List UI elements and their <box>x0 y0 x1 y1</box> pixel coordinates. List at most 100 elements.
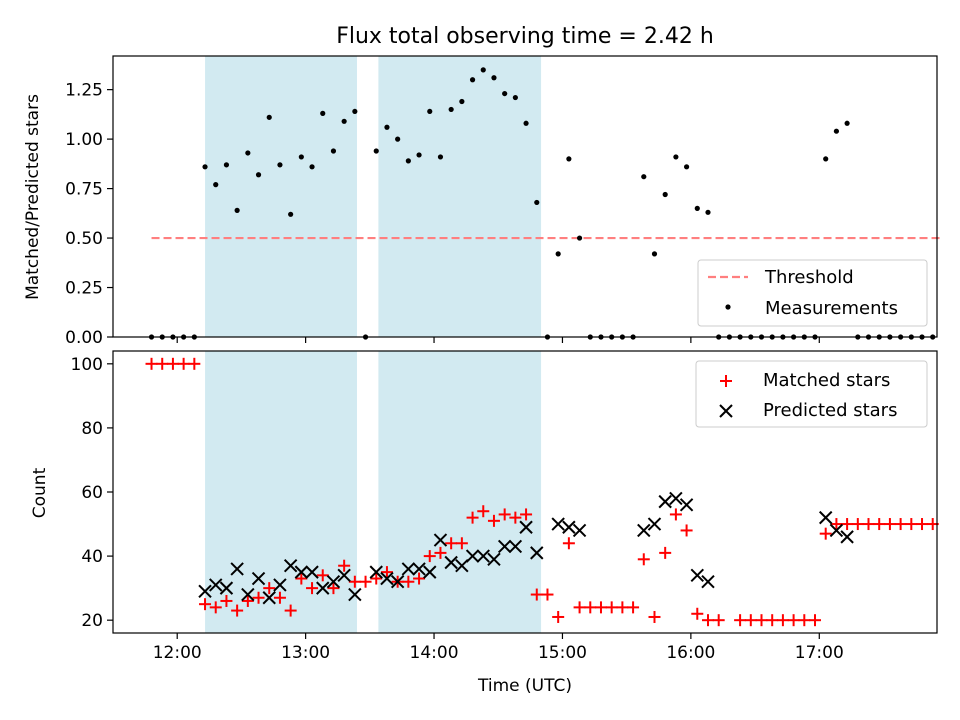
matched-star-point <box>434 546 447 559</box>
legend-matched-label: Matched stars <box>763 370 890 391</box>
matched-star-point <box>199 598 212 611</box>
bottom-y-tick-label: 40 <box>81 547 103 567</box>
matched-star-point <box>316 569 329 582</box>
top-shaded-intervals <box>205 56 542 337</box>
measurement-point <box>330 148 337 154</box>
measurement-point <box>405 158 411 164</box>
bottom-y-axis-label: Count <box>30 467 50 518</box>
legend-measurements-label: Measurements <box>765 298 898 319</box>
bottom-x-tick-label: 13:00 <box>281 643 330 663</box>
measurement-point <box>277 162 283 168</box>
legend-threshold-label: Threshold <box>764 267 854 288</box>
measurement-point <box>844 120 850 126</box>
predicted-star-point <box>476 549 490 563</box>
matched-star-point <box>594 601 607 614</box>
legend-measurements-swatch <box>725 304 731 310</box>
matched-star-point <box>520 508 533 521</box>
measurement-point <box>502 90 508 97</box>
measurement-point <box>266 114 272 120</box>
measurement-point <box>694 205 700 211</box>
measurement-point <box>202 164 208 170</box>
matched-star-point <box>862 518 875 531</box>
matched-star-point <box>220 594 233 607</box>
predicted-star-point <box>337 568 351 583</box>
matched-star-point <box>466 511 479 524</box>
top-y-tick-label: 0.75 <box>65 180 103 200</box>
matched-star-point <box>487 514 500 527</box>
matched-star-point <box>873 518 886 531</box>
matched-star-point <box>798 614 811 627</box>
matched-star-point <box>241 594 254 607</box>
measurement-point <box>480 67 486 73</box>
matched-star-point <box>156 357 169 370</box>
predicted-star-point <box>412 562 426 576</box>
top-frame <box>112 55 938 338</box>
matched-star-point <box>209 601 222 614</box>
top-panel: 0.00 0.25 0.50 0.75 1.00 1.25 Matched/Predict… <box>23 55 942 348</box>
matched-star-point <box>776 614 789 627</box>
predicted-star-point <box>423 565 437 579</box>
predicted-star-point <box>690 568 704 583</box>
legend-predicted-label: Predicted stars <box>763 400 897 421</box>
predicted-star-point <box>326 575 341 589</box>
predicted-star-point <box>465 549 480 563</box>
matched-star-point <box>477 505 490 518</box>
predicted-star-point <box>508 539 523 554</box>
measurement-point <box>427 108 433 115</box>
predicted-star-point <box>198 584 212 599</box>
matched-star-point <box>584 601 597 614</box>
predicted-star-point <box>230 562 244 576</box>
top-legend-box <box>697 259 928 327</box>
measurement-point <box>223 162 230 168</box>
top-legend: Threshold Measurements <box>697 259 928 327</box>
top-axes: 0.00 0.25 0.50 0.75 1.00 1.25 <box>65 55 938 348</box>
predicted-star-point <box>316 581 330 595</box>
matched-star-point <box>423 550 436 563</box>
matched-star-point <box>509 511 522 524</box>
bottom-panel: 20 40 60 80 100 12:00 13:00 14:00 15:00 16:00 17:0… <box>30 350 939 696</box>
predicted-star-point <box>348 587 362 602</box>
measurement-point <box>255 172 262 178</box>
measurement-point <box>395 136 401 142</box>
measurement-point <box>651 251 658 257</box>
measurement-point <box>352 108 358 115</box>
top-y-tick-label: 0.50 <box>65 229 103 249</box>
matched-star-point <box>188 357 201 370</box>
measurement-point <box>566 156 572 162</box>
matched-star-point <box>413 572 426 585</box>
top-y-axis-label: Matched/Predicted stars <box>23 94 43 300</box>
matched-star-point <box>883 518 896 531</box>
measurement-point <box>555 251 561 257</box>
measurement-point <box>245 150 251 156</box>
measurement-point <box>512 94 518 101</box>
matched-star-point <box>348 575 361 588</box>
matched-star-point <box>830 518 843 531</box>
measurement-point <box>298 154 304 160</box>
matched-star-point <box>445 537 458 550</box>
matched-star-point <box>637 553 650 566</box>
bottom-y-tick-label: 80 <box>81 419 103 439</box>
bottom-x-tick-label: 17:00 <box>795 643 844 663</box>
measurement-point <box>309 164 315 170</box>
measurement-point <box>448 106 454 113</box>
matched-star-point <box>701 614 714 627</box>
predicted-star-point <box>294 565 309 579</box>
bottom-x-tick-label: 14:00 <box>410 643 459 663</box>
bottom-y-tick-label: 20 <box>81 611 103 631</box>
predicted-star-point <box>840 530 854 544</box>
matched-star-point <box>295 572 308 585</box>
predicted-star-point <box>433 533 448 547</box>
measurement-point <box>534 199 540 206</box>
matched-star-point <box>359 575 372 588</box>
matched-star-point <box>562 537 575 550</box>
matched-star-point <box>145 357 158 370</box>
predicted-star-point <box>647 517 662 531</box>
matched-star-point <box>916 518 929 531</box>
x-axis-label: Time (UTC) <box>477 676 572 696</box>
matched-star-point <box>252 591 265 604</box>
matched-star-point <box>573 601 586 614</box>
matched-star-point <box>455 537 468 550</box>
legend-matched-swatch <box>720 375 732 387</box>
matched-star-point <box>541 588 554 601</box>
measurement-point <box>683 164 690 170</box>
